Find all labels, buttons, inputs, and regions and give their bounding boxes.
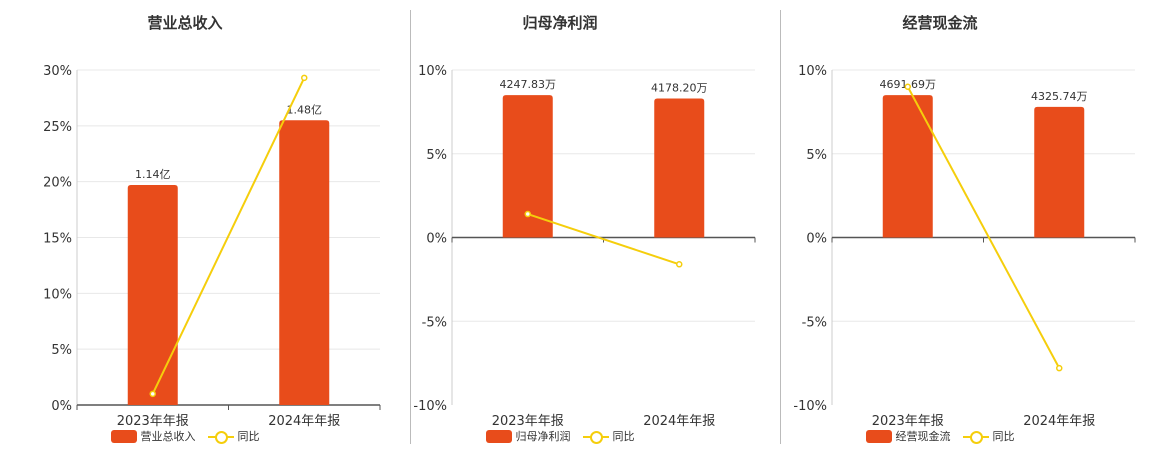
yoy-line xyxy=(151,77,306,395)
y-tick-label: 10% xyxy=(798,64,827,79)
x-category-label: 2023年年报 xyxy=(872,414,944,429)
yoy-point xyxy=(149,390,156,398)
chart-title: 营业总收入 xyxy=(147,14,223,32)
y-tick-label: -5% xyxy=(802,315,827,330)
yoy-point xyxy=(676,261,683,268)
x-category-label: 2024年年报 xyxy=(1023,414,1095,429)
chart-panel-revenue: 营业总收入 0% 5% 10% 15% 20% 25% 30% 2023年年报 2024年年报 1… xyxy=(0,0,381,450)
bar xyxy=(654,98,705,238)
legend-line-label: 同比 xyxy=(237,430,260,443)
x-category-label: 2023年年报 xyxy=(492,414,564,429)
chart-panel-net-profit: 归母净利润 -10% -5% 0% 5% 10% 2023年年报 2024年年报 4247.8… xyxy=(375,0,756,450)
yoy-line xyxy=(906,86,1061,369)
y-tick-label: 5% xyxy=(426,148,447,163)
chart-plot: -10% -5% 0% 5% 10% 2023年年报 2024年年报 4247.83万 4178… xyxy=(413,64,756,429)
yoy-point xyxy=(1056,364,1063,372)
legend-line-label: 同比 xyxy=(612,430,635,443)
chart-plot: -10%-5%0%5%10%2023年年报2024年年报4691.69万4325… xyxy=(793,64,1136,429)
y-tick-label: 20% xyxy=(43,176,72,191)
bar xyxy=(1034,106,1085,238)
chart-plot: 0% 5% 10% 15% 20% 25% 30% 2023年年报 2024年年报 1.14亿 1.… xyxy=(43,64,381,429)
y-tick-label: 15% xyxy=(43,232,72,247)
chart-legend: 经营现金流 同比 xyxy=(755,428,1125,444)
y-tick-label: -10% xyxy=(413,399,447,414)
bar xyxy=(502,95,553,238)
y-tick-label: 10% xyxy=(43,287,72,302)
bar-value-label: 4178.20万 xyxy=(651,81,708,94)
panel-divider xyxy=(780,10,781,444)
y-tick-label: 0% xyxy=(51,399,72,414)
legend-bar-swatch xyxy=(485,429,512,443)
bar xyxy=(882,95,933,238)
legend-line-swatch xyxy=(207,430,234,444)
y-tick-label: 0% xyxy=(806,232,827,247)
y-tick-label: -5% xyxy=(422,315,447,330)
y-tick-label: -10% xyxy=(793,399,827,414)
legend-bar-label: 归母净利润 xyxy=(515,430,571,443)
chart-legend: 营业总收入 同比 xyxy=(0,428,370,444)
y-tick-label: 25% xyxy=(43,120,72,135)
panel-divider xyxy=(410,10,411,444)
bar-value-label: 4247.83万 xyxy=(500,78,557,91)
y-tick-label: 0% xyxy=(426,232,447,247)
bar xyxy=(279,120,330,405)
legend-bar-label: 营业总收入 xyxy=(140,430,196,443)
y-tick-label: 30% xyxy=(43,64,72,79)
legend-line-swatch xyxy=(582,430,609,444)
legend-bar-label: 经营现金流 xyxy=(895,430,951,443)
y-tick-label: 5% xyxy=(51,343,72,358)
chart-panel-cash-flow: 经营现金流 -10%-5%0%5%10%2023年年报2024年年报4691.6… xyxy=(755,0,1136,450)
chart-legend: 归母净利润 同比 xyxy=(375,428,745,444)
bar-value-label: 1.48亿 xyxy=(287,103,323,116)
legend-line-label: 同比 xyxy=(992,430,1015,443)
x-category-label: 2024年年报 xyxy=(643,414,715,429)
x-category-label: 2023年年报 xyxy=(117,414,189,429)
y-tick-label: 5% xyxy=(806,148,827,163)
y-tick-label: 10% xyxy=(418,64,447,79)
x-category-label: 2024年年报 xyxy=(268,414,340,429)
bar-value-label: 4325.74万 xyxy=(1031,90,1088,103)
chart-title: 归母净利润 xyxy=(522,14,598,32)
yoy-point xyxy=(524,210,531,218)
yoy-line xyxy=(527,213,680,266)
chart-title: 经营现金流 xyxy=(902,14,978,32)
legend-line-swatch xyxy=(962,430,989,444)
legend-bar-swatch xyxy=(865,429,892,443)
bar-value-label: 1.14亿 xyxy=(135,168,171,181)
bar xyxy=(127,185,178,405)
yoy-point xyxy=(301,74,308,82)
legend-bar-swatch xyxy=(110,429,137,443)
yoy-point xyxy=(904,83,911,90)
